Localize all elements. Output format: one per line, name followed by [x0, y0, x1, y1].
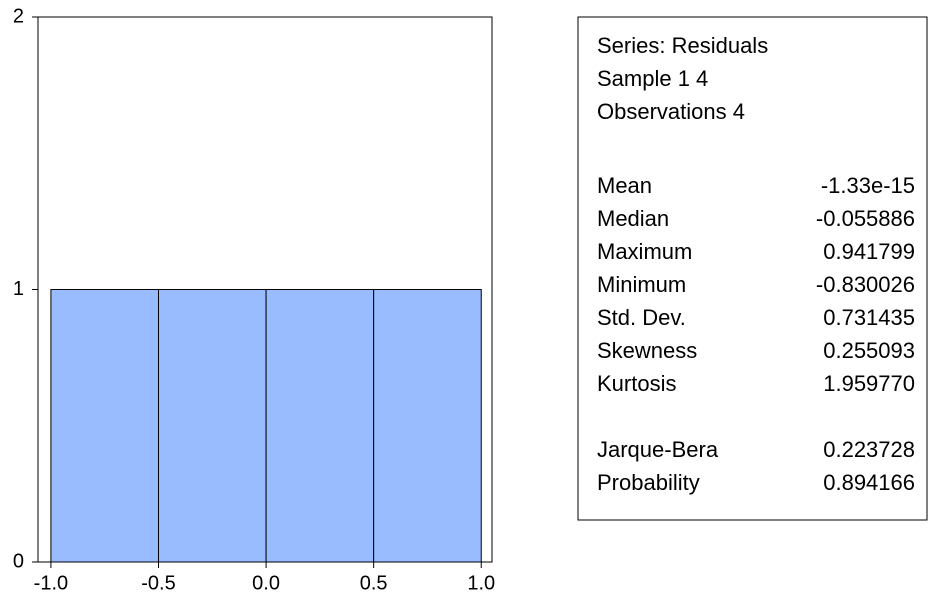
bar: [373, 289, 482, 563]
stat-value: 0.223728: [823, 437, 915, 462]
stat-label: Jarque-Bera: [597, 437, 719, 462]
bar: [50, 289, 159, 563]
stat-value: 0.731435: [823, 305, 915, 330]
y-tick-label: 2: [13, 5, 24, 27]
stat-label: Probability: [597, 470, 700, 495]
stat-label: Mean: [597, 173, 652, 198]
stat-label: Median: [597, 206, 669, 231]
stat-value: -0.830026: [816, 272, 915, 297]
stat-value: -1.33e-15: [821, 173, 915, 198]
y-tick-label: 1: [13, 278, 24, 300]
stat-label: Maximum: [597, 239, 692, 264]
stat-value: 0.255093: [823, 338, 915, 363]
x-tick-label: -1.0: [34, 572, 68, 594]
stat-value: 0.941799: [823, 239, 915, 264]
y-tick-label: 0: [13, 550, 24, 572]
stats-header: Observations 4: [597, 99, 745, 124]
x-tick-label: 0.5: [360, 572, 388, 594]
x-tick-label: 0.0: [252, 572, 280, 594]
bar: [265, 289, 375, 563]
stat-label: Skewness: [597, 338, 697, 363]
stat-value: 0.894166: [823, 470, 915, 495]
stat-label: Std. Dev.: [597, 305, 686, 330]
x-tick-label: 1.0: [467, 572, 495, 594]
stat-value: 1.959770: [823, 371, 915, 396]
stat-value: -0.055886: [816, 206, 915, 231]
bar: [157, 289, 267, 563]
stats-header: Sample 1 4: [597, 66, 708, 91]
stat-label: Minimum: [597, 272, 686, 297]
stats-header: Series: Residuals: [597, 33, 768, 58]
x-tick-label: -0.5: [141, 572, 175, 594]
stat-label: Kurtosis: [597, 371, 676, 396]
stats-box: [577, 16, 928, 521]
